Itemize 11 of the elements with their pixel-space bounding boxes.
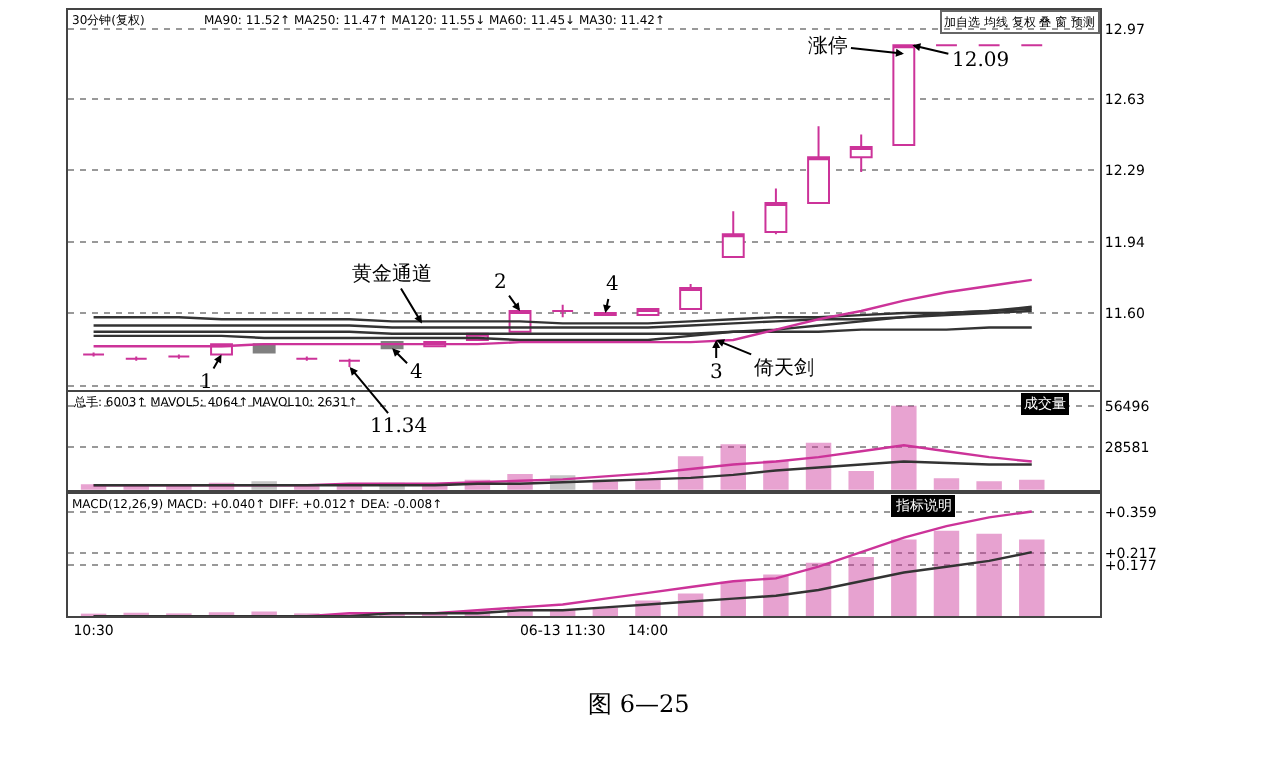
annotation: 1 (200, 372, 213, 394)
annotation: 涨停 (808, 34, 848, 58)
annotation: 3 (710, 362, 723, 384)
annotation: 11.34 (370, 416, 428, 438)
annotation: 倚天剑 (754, 356, 814, 380)
annotation: 12.09 (952, 50, 1010, 72)
annotation: 4 (410, 362, 423, 384)
annotation: 2 (494, 272, 507, 294)
caption: 图 6—25 (588, 690, 690, 718)
annotation: 4 (606, 274, 619, 296)
annotation: 黄金通道 (352, 262, 432, 286)
